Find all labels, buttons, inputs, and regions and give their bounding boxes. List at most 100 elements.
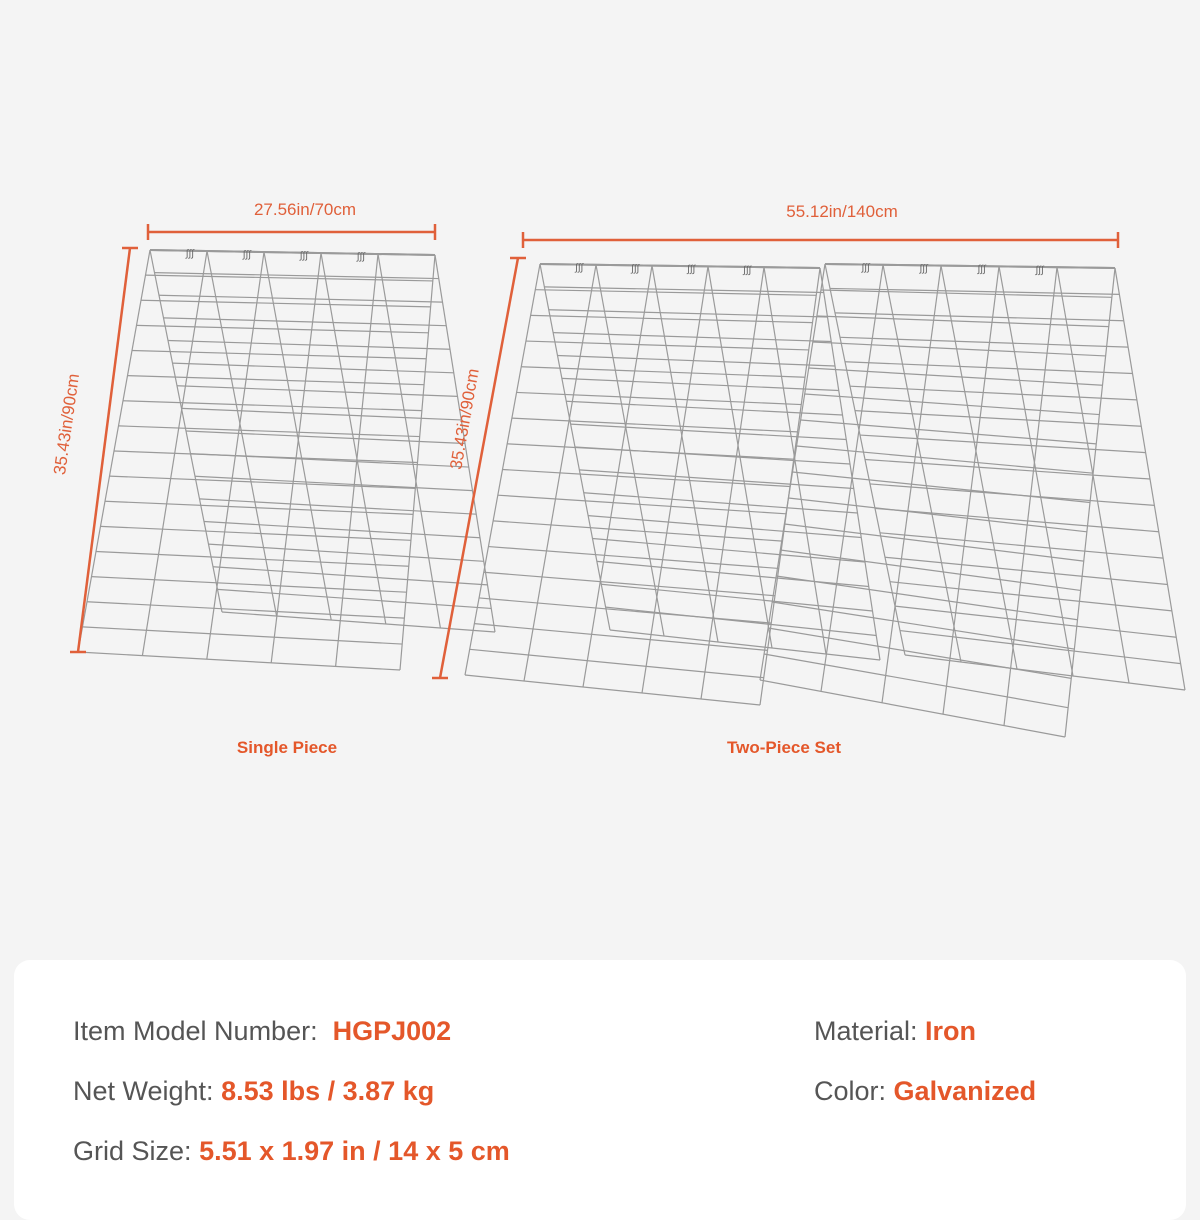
single-back-panel-horizontal-wire [221,611,496,633]
single-width-label: 27.56in/70cm [254,200,356,219]
single-front-panel-vertical-wire [141,250,208,656]
spec-grid-label: Grid Size: [73,1136,192,1166]
single-front-panel-horizontal-wire [140,299,431,308]
caption-two-piece-set: Two-Piece Set [727,738,841,757]
set-left-front-panel-horizontal-wire [516,391,802,406]
spec-grid: Grid Size: 5.51 x 1.97 in / 14 x 5 cm [73,1136,510,1167]
dimension-single-width [146,224,437,240]
single-back-panel-vertical-wire [377,253,441,629]
set-left-back-panel-horizontal-wire [609,629,881,661]
set-left-back-panel-vertical-wire [819,267,881,661]
set-left-front-panel-horizontal-wire [469,648,764,679]
set-right-back-panel-horizontal-wire [879,532,1164,559]
single-back-panel-horizontal-wire [158,294,443,303]
set-right-front-panel-horizontal-wire [772,601,1075,650]
spec-material-value: Iron [925,1016,977,1046]
single-front-panel-vertical-wire [206,251,265,660]
set-right-back-panel-vertical-wire [824,263,906,656]
single-back-panel-horizontal-wire [217,588,492,610]
single-back-panel-horizontal-wire [181,407,462,421]
spec-weight-label: Net Weight: [73,1076,214,1106]
set-right-front-panel-vertical-wire [1003,267,1058,726]
set-right-front-panel-horizontal-wire [812,341,1106,357]
spec-model-value: HGPJ002 [332,1016,452,1046]
set-left-front-panel-horizontal-wire [521,366,806,378]
set-right-front-panel-vertical-wire [942,266,1000,715]
set-left-back-panel-horizontal-wire [548,309,828,318]
set-left-front-panel-horizontal-wire [502,468,791,488]
single-back-panel-horizontal-wire [208,543,484,562]
single-front-panel-horizontal-wire [86,601,405,619]
set-left-front-panel-horizontal-wire [530,314,813,324]
single-front-panel-vertical-wire [270,252,322,663]
set-right-front-panel-horizontal-wire [820,289,1112,298]
single-back-panel-vertical-wire [434,254,496,633]
single-back-panel-vertical-wire [320,252,387,625]
spec-grid-value: 5.51 x 1.97 in / 14 x 5 cm [199,1136,510,1166]
set-right-front-panel-vertical-wire [881,265,942,703]
set-left-back-panel-horizontal-wire [605,606,877,637]
set-right-back-panel-horizontal-wire [859,434,1146,454]
set-right-front-panel-vertical-wire [1064,267,1116,738]
set-right-front-panel-horizontal-wire [808,367,1103,386]
set-left-front-panel-top-bar [539,263,821,269]
set-right-back-panel-horizontal-wire [884,556,1168,586]
single-back-panel-horizontal-wire [154,272,439,280]
set-right-front-panel-horizontal-wire [768,627,1072,679]
set-right-front-panel-horizontal-wire [816,315,1109,328]
spec-card [14,960,1186,1220]
set-right-front-panel-horizontal-wire [788,497,1087,533]
set-left-back-panel-horizontal-wire [544,286,824,294]
single-back-panel-vertical-wire [149,249,223,613]
set-left-front-panel-vertical-wire [464,263,541,676]
dimension-set-height [432,256,526,680]
set-left-front-panel-horizontal-wire [511,417,798,433]
spec-color: Color: Galvanized [814,1076,1036,1107]
set-right-back-panel-horizontal-wire [839,336,1129,348]
set-right-back-panel-horizontal-wire [844,361,1133,375]
caption-single-piece: Single Piece [236,738,338,757]
single-front-panel-horizontal-wire [136,324,429,334]
set-left-front-panel-horizontal-wire [497,494,787,515]
single-back-panel-horizontal-wire [212,566,488,586]
set-left-front-panel-vertical-wire [641,266,709,694]
set-left-back-panel-horizontal-wire [561,377,839,392]
single-front-panel-horizontal-wire [77,651,401,671]
set-right-back-panel-horizontal-wire [849,385,1137,401]
single-front-panel-horizontal-wire [104,500,414,515]
dimension-set-width [521,232,1120,248]
hook-icon: ∫∫∫ [918,263,928,274]
set-left-front-panel-horizontal-wire [535,289,817,296]
set-right-front-panel-horizontal-wire [763,653,1069,709]
spec-color-label: Color: [814,1076,887,1106]
set-left-back-panel-horizontal-wire [566,400,843,416]
set-left-front-panel-horizontal-wire [525,340,809,351]
set-left-back-panel-horizontal-wire [588,515,862,539]
single-height-label: 35.43in/90cm [50,372,83,476]
trellis-wires: ∫∫∫ ∫∫∫ ∫∫∫ ∫∫∫ ∫∫∫ ∫∫∫ ∫∫∫ ∫∫∫ ∫∫∫ ∫∫∫ ∫∫∫ ∫∫∫ [77,249,1186,738]
hook-icon: ∫∫∫ [630,263,640,274]
single-front-panel-horizontal-wire [145,274,433,282]
single-front-panel-horizontal-wire [82,626,403,645]
single-front-panel-horizontal-wire [131,349,427,360]
set-left-front-panel-horizontal-wire [488,545,779,570]
hook-icon: ∫∫∫ [860,263,870,274]
set-width-label: 55.12in/140cm [786,202,898,221]
spec-weight: Net Weight: 8.53 lbs / 3.87 kg [73,1076,434,1107]
set-left-back-panel-horizontal-wire [601,583,873,612]
single-front-panel-horizontal-wire [109,475,416,490]
hook-icon: ∫∫∫ [1034,265,1044,276]
single-back-panel-horizontal-wire [194,475,473,492]
set-right-front-panel-horizontal-wire [780,549,1081,592]
hook-icon: ∫∫∫ [242,250,252,261]
dimension-single-height [70,246,138,654]
single-front-panel-horizontal-wire [113,450,418,464]
set-left-front-panel-horizontal-wire [474,623,768,651]
hook-icon: ∫∫∫ [742,265,752,276]
single-front-panel-horizontal-wire [95,550,409,567]
set-left-back-panel-vertical-wire [707,266,773,649]
set-right-back-panel-horizontal-wire [864,458,1151,480]
set-right-back-panel-horizontal-wire [889,581,1172,612]
set-left-back-panel-horizontal-wire [553,332,832,343]
set-left-front-panel-horizontal-wire [493,520,783,542]
